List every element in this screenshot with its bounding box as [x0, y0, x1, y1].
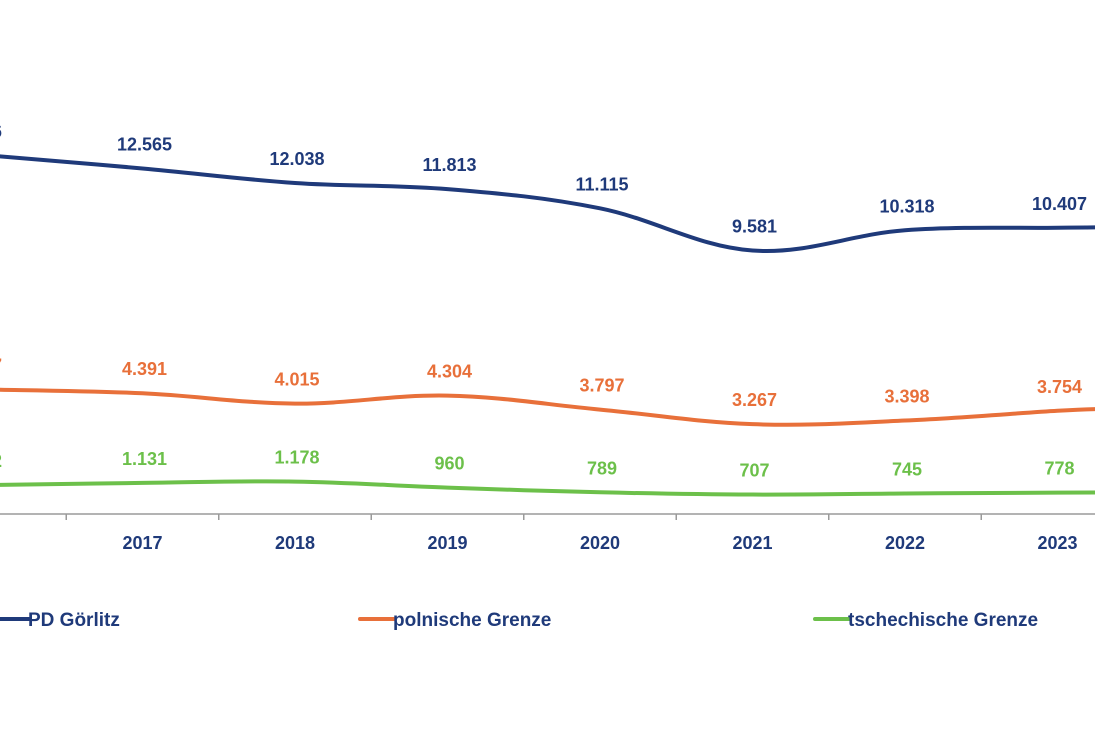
- series-line-2: [0, 481, 1095, 494]
- data-label: 3.398: [884, 387, 929, 407]
- data-label: 745: [892, 460, 922, 480]
- data-label: 4.391: [122, 359, 167, 379]
- data-label: 3.754: [1037, 377, 1082, 397]
- data-label: 10.318: [879, 196, 934, 216]
- legend-label: tschechische Grenze: [848, 610, 1038, 631]
- data-label: 4.304: [427, 362, 472, 382]
- data-label: 789: [587, 458, 617, 478]
- data-label: 11.115: [575, 174, 628, 194]
- x-tick-label: 2022: [885, 533, 925, 553]
- data-label: 12.565: [117, 134, 172, 154]
- data-label: 36: [0, 122, 2, 142]
- x-tick-label: 2019: [427, 533, 467, 553]
- x-tick-label: 2020: [580, 533, 620, 553]
- data-label: 4.015: [274, 370, 319, 390]
- data-label: 11.813: [422, 155, 476, 175]
- data-labels: 36 12.565 12.038 11.813 11.115 9.581 10.318 10.…: [0, 122, 1087, 481]
- data-label: 1.131: [122, 449, 167, 469]
- series-line-1: [0, 390, 1095, 425]
- legend-label: polnische Grenze: [393, 610, 551, 631]
- data-label: 3.267: [732, 390, 777, 410]
- data-label: 9.581: [732, 217, 777, 237]
- x-tick-label: 2021: [732, 533, 772, 553]
- data-label: 960: [434, 454, 464, 474]
- data-label: 52: [0, 451, 2, 471]
- data-label: 10.407: [1032, 194, 1087, 214]
- data-label: 778: [1044, 459, 1074, 479]
- data-label: 1.178: [274, 448, 319, 468]
- x-tick-label: 2023: [1037, 533, 1077, 553]
- legend-label: PD Görlitz: [28, 610, 120, 631]
- legend: PD Görlitz polnische Grenze tschechische G…: [0, 610, 1038, 631]
- x-tick-label: 2018: [275, 533, 315, 553]
- x-tick-label: 2017: [122, 533, 162, 553]
- data-label: 3.797: [579, 376, 624, 396]
- data-label: 707: [739, 461, 769, 481]
- data-label: 12.038: [269, 149, 324, 169]
- data-label: 27: [0, 356, 2, 376]
- x-axis: 162017201820192020202120222023: [0, 514, 1095, 553]
